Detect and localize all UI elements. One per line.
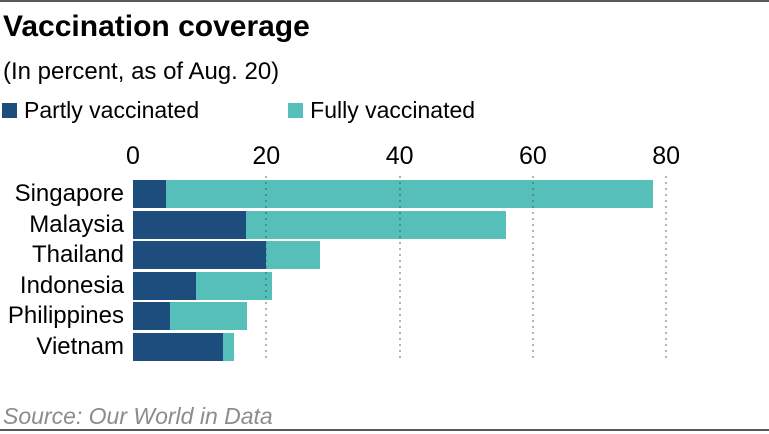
bar-row: Philippines	[0, 302, 769, 330]
bar-track	[133, 271, 769, 300]
vertical-gridline	[531, 176, 534, 360]
legend-item: Partly vaccinated	[2, 97, 199, 124]
bar-segment	[133, 180, 167, 208]
x-axis-tick-label: 20	[252, 142, 281, 170]
bar-row: Indonesia	[0, 271, 769, 300]
legend-swatch	[288, 103, 304, 118]
vertical-gridline	[665, 176, 668, 360]
bar-segment	[266, 241, 320, 269]
vertical-gridline	[265, 176, 268, 360]
bar-segment	[133, 302, 170, 330]
category-label: Singapore	[14, 180, 124, 207]
legend-label: Fully vaccinated	[310, 97, 476, 123]
bar-segment	[169, 302, 247, 330]
bar-segment	[133, 332, 223, 361]
source-note: Source: Our World in Data	[3, 403, 273, 429]
bar-track	[133, 241, 769, 269]
category-label: Vietnam	[36, 332, 124, 360]
bar-chart: 0 20 40 60 80 Singapore Malaysia Thailand Indon…	[0, 140, 769, 366]
bar-row: Singapore	[0, 180, 769, 208]
legend-label: Partly vaccinated	[24, 97, 200, 123]
bottom-divider	[0, 429, 769, 431]
bar-segment	[133, 241, 267, 269]
x-axis-tick-label: 40	[385, 142, 414, 170]
bar-rows: Singapore Malaysia Thailand Indonesia Philip…	[0, 180, 769, 363]
bar-segment	[222, 332, 235, 361]
bar-track	[133, 302, 769, 330]
chart-subtitle: (In percent, as of Aug. 20)	[3, 58, 280, 85]
legend-item: Fully vaccinated	[288, 97, 475, 124]
x-axis-tick-label: 60	[518, 142, 547, 170]
bar-segment	[246, 210, 507, 239]
category-label: Philippines	[7, 302, 124, 329]
x-axis-tick-label: 0	[126, 142, 140, 170]
bar-segment	[196, 271, 272, 300]
top-divider	[0, 0, 769, 2]
bar-track	[133, 180, 769, 208]
bar-segment	[133, 210, 247, 239]
bar-row: Malaysia	[0, 210, 769, 239]
bar-segment	[166, 180, 653, 208]
bar-track	[133, 332, 769, 361]
legend-swatch	[2, 103, 17, 118]
bar-row: Thailand	[0, 241, 769, 269]
legend: Partly vaccinated Fully vaccinated	[2, 97, 475, 124]
chart-title: Vaccination coverage	[3, 10, 310, 43]
bar-segment	[133, 271, 197, 300]
bar-row: Vietnam	[0, 332, 769, 361]
vertical-gridline	[398, 176, 401, 360]
category-label: Malaysia	[29, 210, 124, 238]
category-label: Thailand	[31, 241, 124, 268]
category-label: Indonesia	[19, 271, 124, 299]
bar-track	[133, 210, 769, 239]
x-axis-tick-label: 80	[652, 142, 681, 170]
